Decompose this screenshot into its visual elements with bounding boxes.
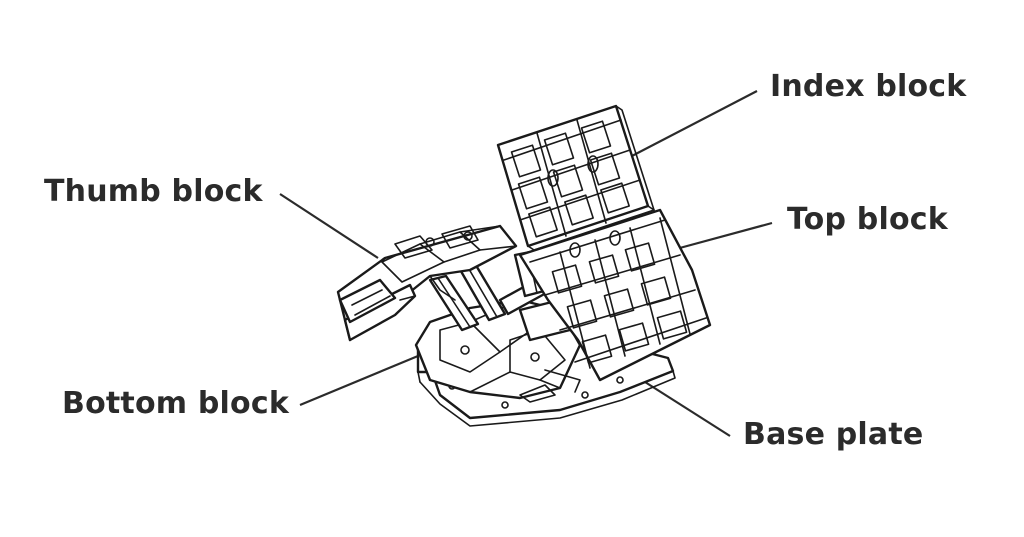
leader-top-block (675, 221, 773, 251)
label-index-block: Index block (770, 69, 967, 104)
leader-index-block (629, 90, 758, 158)
label-bottom-block: Bottom block (62, 386, 289, 421)
leader-base-plate (644, 381, 731, 437)
thumb-block (336, 224, 518, 342)
index-block (496, 104, 655, 251)
label-thumb-block: Thumb block (44, 174, 263, 209)
leader-bottom-block (299, 354, 419, 407)
leader-thumb-block (279, 193, 379, 259)
leader-lines (279, 90, 773, 437)
label-top-block: Top block (787, 202, 948, 237)
top-block (518, 208, 712, 382)
label-base-plate: Base plate (743, 417, 924, 452)
